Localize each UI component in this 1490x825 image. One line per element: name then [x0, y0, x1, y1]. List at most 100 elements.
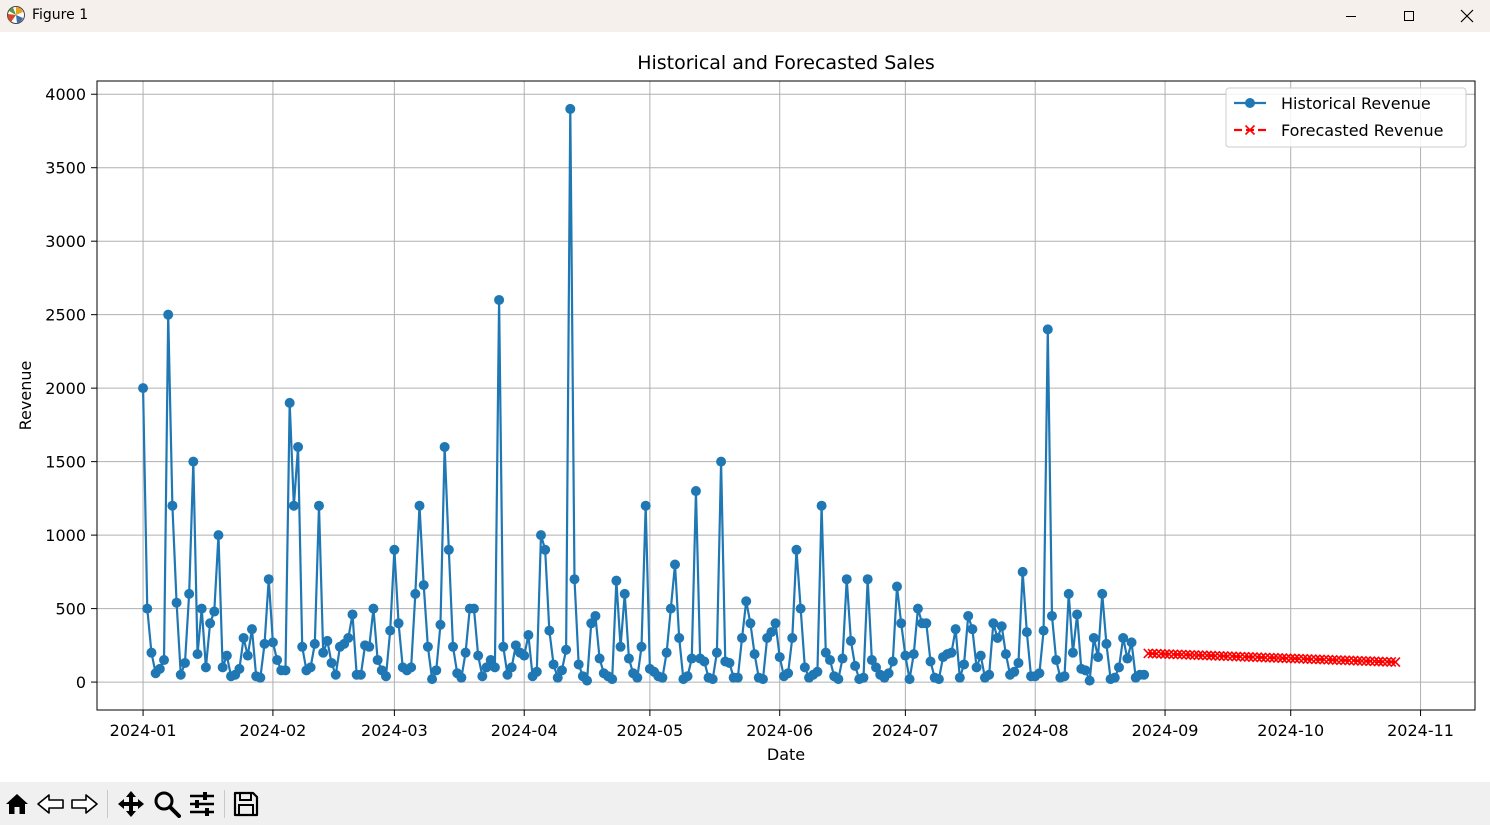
back-button[interactable]	[35, 789, 67, 819]
historical-point	[473, 650, 484, 661]
historical-point	[887, 656, 898, 667]
x-tick-label: 2024-08	[1002, 721, 1069, 740]
forecast-point	[1222, 651, 1233, 662]
historical-point	[858, 672, 869, 683]
forecast-point	[1193, 650, 1204, 661]
forecast-point	[1147, 648, 1158, 659]
historical-point	[975, 650, 986, 661]
historical-point	[699, 656, 710, 667]
historical-point	[422, 641, 433, 652]
forecast-point	[1176, 649, 1187, 660]
navigation-toolbar	[0, 782, 1490, 825]
forecast-point	[1239, 651, 1250, 662]
historical-point	[1139, 669, 1150, 680]
historical-point	[707, 674, 718, 685]
close-button[interactable]	[1438, 0, 1490, 32]
save-icon	[233, 791, 259, 817]
historical-point	[582, 675, 593, 686]
forecast-point	[1327, 654, 1338, 665]
historical-point	[619, 588, 630, 599]
forecast-point	[1201, 650, 1213, 661]
historical-point	[192, 649, 203, 660]
x-tick-label: 2024-10	[1257, 721, 1324, 740]
historical-point	[406, 662, 417, 673]
forward-button[interactable]	[68, 789, 100, 819]
historical-point	[1097, 588, 1108, 599]
historical-point	[410, 588, 421, 599]
historical-point	[1042, 324, 1053, 335]
historical-point	[820, 647, 831, 658]
historical-point	[209, 606, 220, 617]
historical-point	[783, 668, 794, 679]
historical-point	[255, 672, 266, 683]
historical-point	[238, 632, 249, 643]
historical-point	[799, 662, 810, 673]
historical-point	[494, 294, 505, 305]
plot-area-frame	[96, 80, 1476, 711]
historical-point	[1009, 666, 1020, 677]
historical-point	[330, 669, 341, 680]
historical-point	[741, 596, 752, 607]
figure-canvas[interactable]: 2024-01 2024-02 2024-03 2024-04 2024-05 2024-…	[0, 32, 1490, 782]
forecast-point	[1281, 653, 1292, 664]
historical-point	[372, 655, 383, 666]
historical-point	[1093, 652, 1104, 663]
historical-point	[615, 641, 626, 652]
x-tick-label: 2024-06	[746, 721, 813, 740]
pan-button[interactable]	[115, 789, 147, 819]
historical-point	[837, 653, 848, 664]
forecast-point	[1214, 650, 1225, 661]
y-tick-label: 1000	[45, 526, 86, 545]
historical-point	[590, 610, 601, 621]
historical-point	[355, 669, 366, 680]
minimize-button[interactable]	[1322, 0, 1380, 32]
y-tick-label: 2000	[45, 379, 86, 398]
historical-point	[481, 662, 492, 673]
x-tick-label: 2024-01	[110, 721, 177, 740]
historical-point	[862, 574, 873, 585]
y-tick-label: 0	[76, 673, 86, 692]
historical-point	[866, 655, 877, 666]
historical-point	[816, 500, 827, 511]
historical-point	[896, 618, 907, 629]
historical-point	[502, 669, 513, 680]
historical-point	[322, 635, 333, 646]
close-icon	[1460, 9, 1474, 23]
historical-point	[385, 625, 396, 636]
save-button[interactable]	[230, 789, 262, 819]
forecast-point	[1369, 656, 1380, 667]
historical-point	[297, 641, 308, 652]
historical-point	[724, 657, 735, 668]
historical-point	[531, 666, 542, 677]
historical-point	[623, 653, 634, 664]
home-button[interactable]	[1, 789, 33, 819]
historical-point	[1088, 632, 1099, 643]
forward-icon	[71, 794, 98, 814]
zoom-button[interactable]	[151, 789, 183, 819]
historical-point	[1017, 566, 1028, 577]
historical-point	[992, 632, 1003, 643]
matplotlib-logo-icon	[7, 6, 25, 24]
historical-point	[431, 665, 442, 676]
historical-point	[439, 441, 450, 452]
historical-point	[448, 641, 459, 652]
forecast-point	[1356, 655, 1367, 666]
historical-point	[971, 662, 982, 673]
maximize-button[interactable]	[1380, 0, 1438, 32]
historical-point	[381, 671, 391, 682]
maximize-icon	[1404, 11, 1414, 21]
historical-point	[946, 647, 957, 658]
configure-subplots-button[interactable]	[186, 789, 218, 819]
historical-point	[967, 624, 978, 635]
historical-point	[871, 662, 882, 673]
historical-point	[259, 638, 270, 649]
historical-point	[343, 632, 354, 643]
window-titlebar: Figure 1	[0, 0, 1490, 32]
forecast-point	[1143, 648, 1154, 659]
historical-point	[711, 647, 722, 658]
historical-point	[674, 632, 685, 643]
legend-forecast-marker	[1244, 124, 1256, 136]
historical-point	[280, 665, 291, 676]
forecast-point	[1185, 649, 1196, 660]
forecast-point	[1298, 653, 1309, 664]
